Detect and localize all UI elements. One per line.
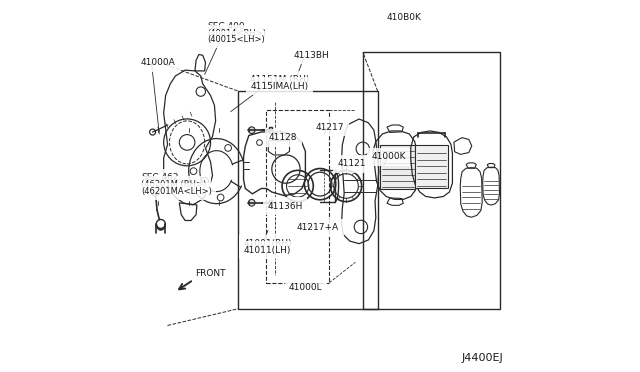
Text: 41151M (RH): 41151M (RH) — [250, 76, 310, 84]
Text: 41011(LH): 41011(LH) — [244, 246, 291, 255]
Text: SEC.400: SEC.400 — [207, 22, 245, 31]
Text: 41001(RH): 41001(RH) — [244, 239, 292, 248]
Text: 41000A: 41000A — [141, 58, 175, 67]
Bar — [415, 145, 448, 188]
Bar — [238, 91, 378, 309]
Bar — [363, 52, 500, 309]
Text: 41217: 41217 — [316, 123, 344, 132]
Bar — [266, 110, 330, 283]
Text: J4400EJ: J4400EJ — [461, 353, 503, 363]
Text: (40015<LH>): (40015<LH>) — [207, 35, 266, 44]
Text: (46201M (RH>): (46201M (RH>) — [141, 180, 207, 189]
Circle shape — [248, 127, 255, 134]
Text: FRONT: FRONT — [195, 269, 225, 278]
Text: 4115IMA(LH): 4115IMA(LH) — [250, 82, 308, 91]
Text: (40014<RH>): (40014<RH>) — [207, 29, 267, 38]
Polygon shape — [269, 200, 271, 206]
Text: 41217+A: 41217+A — [297, 223, 339, 232]
Text: 41000K: 41000K — [371, 153, 406, 161]
Text: 41000L: 41000L — [289, 283, 323, 292]
Circle shape — [248, 199, 255, 206]
Polygon shape — [269, 127, 271, 133]
Circle shape — [152, 189, 159, 196]
Text: (46201MA<LH>): (46201MA<LH>) — [141, 187, 212, 196]
Text: 4113BH: 4113BH — [293, 51, 329, 60]
Text: SEC.462: SEC.462 — [141, 173, 179, 182]
Bar — [380, 145, 415, 189]
Text: 41128: 41128 — [269, 133, 298, 142]
Text: 410B0K: 410B0K — [387, 13, 422, 22]
Text: 41121: 41121 — [338, 159, 366, 168]
Text: 41136H: 41136H — [267, 202, 303, 211]
